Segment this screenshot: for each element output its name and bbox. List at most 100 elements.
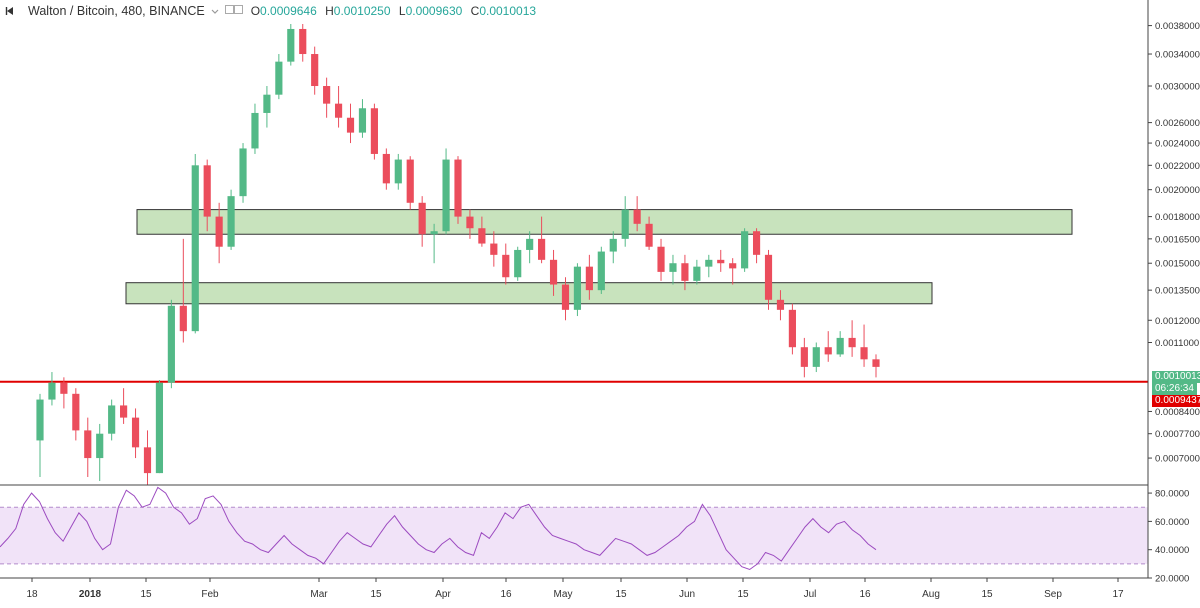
support-zone-1	[136, 209, 1073, 235]
candle-body	[131, 417, 140, 448]
time-tick-label: 15	[981, 589, 993, 600]
collapse-icon[interactable]	[2, 3, 18, 19]
candle-body	[645, 223, 653, 247]
candle-body	[585, 266, 593, 291]
candle-body	[812, 347, 820, 367]
candle-body	[155, 382, 164, 474]
candle-body	[36, 399, 44, 441]
candle-body	[203, 165, 211, 217]
candle-body	[394, 159, 402, 184]
price-tick-label: 0.0034000	[1155, 50, 1200, 61]
price-tick-label: 0.0008400	[1155, 407, 1200, 418]
candle-body	[633, 209, 641, 224]
rsi-line	[0, 486, 877, 571]
candles-layer	[36, 24, 880, 485]
time-tick-label: Mar	[310, 589, 328, 600]
price-tick-label: 0.0015000	[1155, 259, 1200, 270]
price-tick-label: 0.0011000	[1155, 338, 1199, 349]
candle-body	[191, 165, 199, 332]
candle-body	[466, 216, 474, 229]
candle-body	[323, 86, 331, 104]
chevron-down-icon[interactable]	[211, 4, 219, 18]
price-tick-label: 0.0024000	[1155, 139, 1200, 150]
time-tick-label: Aug	[922, 589, 940, 600]
candle-body	[442, 159, 450, 232]
price-tick-label: 0.0022000	[1155, 161, 1200, 172]
candle-body	[370, 108, 378, 154]
price-tick-label: 0.0018000	[1155, 212, 1200, 223]
support-zone-2	[125, 282, 933, 305]
time-tick-label: 15	[370, 589, 382, 600]
time-tick-label: Apr	[435, 589, 451, 600]
candle-body	[120, 405, 128, 418]
price-tick-label: 0.0026000	[1155, 118, 1200, 129]
rsi-tick-label: 80.0000	[1155, 489, 1189, 500]
last-price-tag: 0.0010013	[1152, 371, 1200, 383]
settings-icon[interactable]	[224, 4, 243, 18]
candle-body	[275, 61, 283, 95]
candle-body	[96, 433, 104, 459]
time-tick-label: 17	[1112, 589, 1124, 600]
candle-body	[167, 305, 175, 383]
candle-body	[215, 216, 223, 247]
price-tick-label: 0.0012000	[1155, 316, 1200, 327]
candle-body	[705, 259, 713, 267]
candle-body	[430, 231, 438, 235]
candle-body	[860, 347, 868, 360]
candle-body	[143, 447, 152, 474]
candle-body	[573, 266, 582, 310]
candle-body	[681, 263, 689, 281]
candle-body	[108, 405, 116, 434]
time-tick-label: Jul	[804, 589, 817, 600]
open-value: 0.0009646	[260, 4, 317, 18]
candle-body	[84, 430, 92, 459]
rsi-layer	[0, 486, 1148, 571]
time-tick-label: 16	[500, 589, 512, 600]
low-label: L	[398, 4, 406, 18]
candle-body	[60, 382, 68, 394]
candle-body	[48, 382, 56, 400]
candle-body	[358, 108, 367, 133]
rsi-tick-label: 40.0000	[1155, 545, 1189, 556]
candle-body	[669, 263, 677, 272]
time-tick-label: 15	[615, 589, 627, 600]
time-tick-label: 16	[859, 589, 871, 600]
candle-body	[227, 196, 235, 247]
candle-body	[239, 148, 247, 197]
candle-body	[502, 254, 510, 278]
rsi-tick-label: 60.0000	[1155, 517, 1189, 528]
close-value: 0.0010013	[479, 4, 537, 18]
time-tick-label: Sep	[1044, 589, 1062, 600]
low-value: 0.0009630	[405, 4, 463, 18]
symbol-title[interactable]: Walton / Bitcoin, 480, BINANCE	[28, 4, 205, 18]
price-tick-label: 0.0007700	[1155, 429, 1200, 440]
candle-body	[382, 153, 390, 184]
candle-body	[752, 231, 761, 255]
price-tick-label: 0.0020000	[1155, 185, 1200, 196]
candle-body	[549, 259, 558, 285]
price-tick-label: 0.0030000	[1155, 82, 1200, 93]
price-tick-label: 0.0016500	[1155, 234, 1200, 245]
candle-body	[346, 117, 355, 133]
candle-body	[334, 103, 343, 118]
candle-body	[800, 347, 808, 367]
candle-body	[717, 259, 725, 264]
candle-body	[657, 246, 665, 272]
candle-body	[597, 251, 605, 291]
rsi-band	[0, 507, 1148, 564]
open-label: O	[250, 4, 261, 18]
high-value: 0.0010250	[333, 4, 391, 18]
candle-body	[251, 112, 259, 149]
close-label: C	[470, 4, 480, 18]
time-tick-label: 15	[140, 589, 152, 600]
candle-body	[848, 337, 856, 348]
candle-body	[263, 94, 271, 113]
countdown-tag: 06:26:34	[1152, 383, 1197, 395]
candle-body	[287, 28, 295, 62]
candle-body	[788, 309, 796, 348]
candle-body	[418, 202, 426, 235]
high-label: H	[325, 4, 334, 18]
